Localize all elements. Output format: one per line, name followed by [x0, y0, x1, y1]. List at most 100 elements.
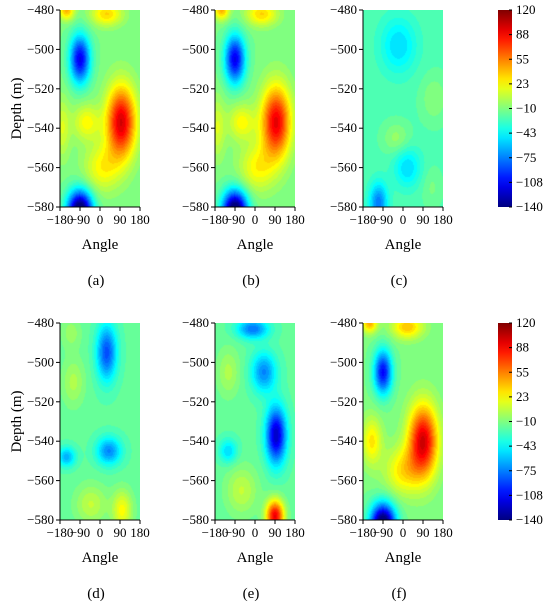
heatmap-panel-b: −480 −500 −520 −540 −560 −580−180−90 0 90 180 Ang… [182, 2, 305, 289]
x-tick-label: 90 [269, 212, 282, 227]
subfigure-label: (c) [391, 273, 408, 289]
y-axis-title: Depth (m) [9, 77, 25, 139]
y-axis-title: Depth (m) [9, 390, 25, 452]
y-tick-label: −480 [27, 315, 54, 330]
colorbar-tick-label: 23 [516, 76, 529, 91]
x-tick-label: 0 [400, 212, 407, 227]
x-tick-label: 90 [114, 212, 127, 227]
x-tick-label: 0 [97, 525, 104, 540]
x-tick-label: −180 [350, 212, 377, 227]
y-tick-label: −520 [27, 394, 54, 409]
y-tick-label: −580 [330, 199, 357, 214]
y-tick-label: −500 [27, 354, 54, 369]
x-axis-title: Angle [82, 550, 119, 566]
colorbar-gradient [498, 10, 512, 207]
subfigure-label: (a) [88, 273, 105, 289]
colorbar-tick-label: 88 [516, 340, 529, 355]
y-tick-label: −480 [182, 315, 209, 330]
y-tick-label: −540 [330, 433, 357, 448]
x-tick-label: 180 [285, 212, 305, 227]
y-tick-label: −540 [330, 120, 357, 135]
heatmap-image [60, 10, 140, 207]
y-tick-label: −500 [330, 354, 357, 369]
y-tick-label: −580 [27, 199, 54, 214]
x-tick-label: 90 [114, 525, 127, 540]
x-tick-label: 0 [97, 212, 104, 227]
colorbar-tick-label: −43 [516, 438, 536, 453]
x-tick-label: −90 [373, 525, 393, 540]
y-tick-label: −520 [330, 81, 357, 96]
heatmap-image [215, 10, 295, 207]
x-tick-label: 0 [252, 212, 259, 227]
x-tick-label: −180 [47, 525, 74, 540]
x-tick-label: 180 [130, 212, 150, 227]
y-tick-label: −500 [182, 41, 209, 56]
x-tick-label: 0 [400, 525, 407, 540]
x-axis-title: Angle [237, 550, 274, 566]
x-axis-title: Angle [237, 237, 274, 253]
colorbar-tick-label: −108 [516, 174, 543, 189]
y-tick-label: −560 [330, 473, 357, 488]
colorbar-tick-label: −75 [516, 150, 536, 165]
heatmap-image [215, 323, 295, 520]
subfigure-label: (f) [392, 586, 407, 602]
y-tick-label: −480 [182, 2, 209, 17]
colorbar-tick-label: 23 [516, 389, 529, 404]
subfigure-label: (e) [243, 586, 260, 602]
colorbar-tick-label: −10 [516, 414, 536, 429]
x-tick-label: 180 [433, 212, 453, 227]
y-tick-label: −560 [182, 160, 209, 175]
y-tick-label: −480 [27, 2, 54, 17]
heatmap-image [60, 323, 140, 520]
y-tick-label: −540 [27, 120, 54, 135]
y-tick-label: −480 [330, 2, 357, 17]
x-tick-label: −90 [70, 525, 90, 540]
x-axis-title: Angle [82, 237, 119, 253]
heatmap-image [363, 10, 443, 207]
colorbar-tick-label: 88 [516, 27, 529, 42]
y-tick-label: −540 [182, 120, 209, 135]
colorbar-tick-label: −10 [516, 101, 536, 116]
x-tick-label: 90 [417, 212, 430, 227]
x-tick-label: −180 [350, 525, 377, 540]
x-tick-label: −180 [47, 212, 74, 227]
colorbar-tick-label: −43 [516, 125, 536, 140]
x-tick-label: −90 [70, 212, 90, 227]
colorbar-tick-label: −140 [516, 199, 543, 214]
subfigure-label: (b) [242, 273, 260, 289]
colorbar: 120 88 55 23 −10 −43 −75 −108 −140 [498, 2, 543, 214]
y-tick-label: −560 [27, 473, 54, 488]
colorbar-tick-label: −75 [516, 463, 536, 478]
y-tick-label: −520 [182, 394, 209, 409]
colorbar-tick-label: 55 [516, 51, 529, 66]
x-tick-label: −180 [202, 212, 229, 227]
x-tick-label: 0 [252, 525, 259, 540]
x-axis-title: Angle [385, 237, 422, 253]
y-tick-label: −500 [330, 41, 357, 56]
x-axis-title: Angle [385, 550, 422, 566]
x-tick-label: −180 [202, 525, 229, 540]
heatmap-panel-e: −480 −500 −520 −540 −560 −580−180−90 0 90 180 Ang… [182, 315, 305, 602]
y-tick-label: −560 [182, 473, 209, 488]
colorbar-tick-label: 55 [516, 364, 529, 379]
colorbar-tick-label: 120 [516, 2, 536, 17]
subfigure-label: (d) [87, 586, 105, 602]
x-tick-label: 180 [285, 525, 305, 540]
colorbar-gradient [498, 323, 512, 520]
heatmap-panel-f: −480 −500 −520 −540 −560 −580−180−90 0 90 180 Ang… [330, 315, 453, 602]
y-tick-label: −540 [182, 433, 209, 448]
colorbar-tick-label: −140 [516, 512, 543, 527]
y-tick-label: −580 [27, 512, 54, 527]
colorbar-tick-label: 120 [516, 315, 536, 330]
heatmap-panel-d: −480 −500 −520 −540 −560 −580−180−90 0 90 180 Ang… [9, 315, 150, 602]
y-tick-label: −580 [182, 512, 209, 527]
y-tick-label: −520 [27, 81, 54, 96]
y-tick-label: −540 [27, 433, 54, 448]
y-tick-label: −520 [330, 394, 357, 409]
heatmap-image [363, 323, 443, 520]
y-tick-label: −520 [182, 81, 209, 96]
x-tick-label: 180 [433, 525, 453, 540]
y-tick-label: −500 [182, 354, 209, 369]
